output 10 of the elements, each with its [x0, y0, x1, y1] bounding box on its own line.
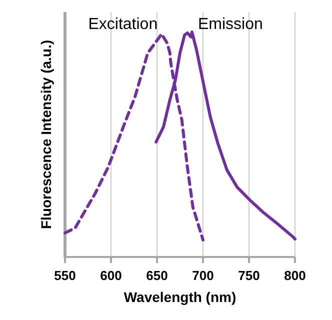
series-label: Emission	[198, 16, 263, 33]
x-axis-title: Wavelength (nm)	[124, 289, 236, 305]
x-tick-label: 650	[146, 268, 168, 283]
x-tick-label: 700	[192, 268, 214, 283]
x-tick-label: 800	[284, 268, 306, 283]
series-label: Excitation	[88, 16, 158, 33]
y-axis-title: Fluorescence Intensity (a.u.)	[38, 40, 54, 230]
x-tick-label: 600	[100, 268, 122, 283]
x-tick-label: 750	[238, 268, 260, 283]
x-tick-label: 550	[54, 268, 76, 283]
